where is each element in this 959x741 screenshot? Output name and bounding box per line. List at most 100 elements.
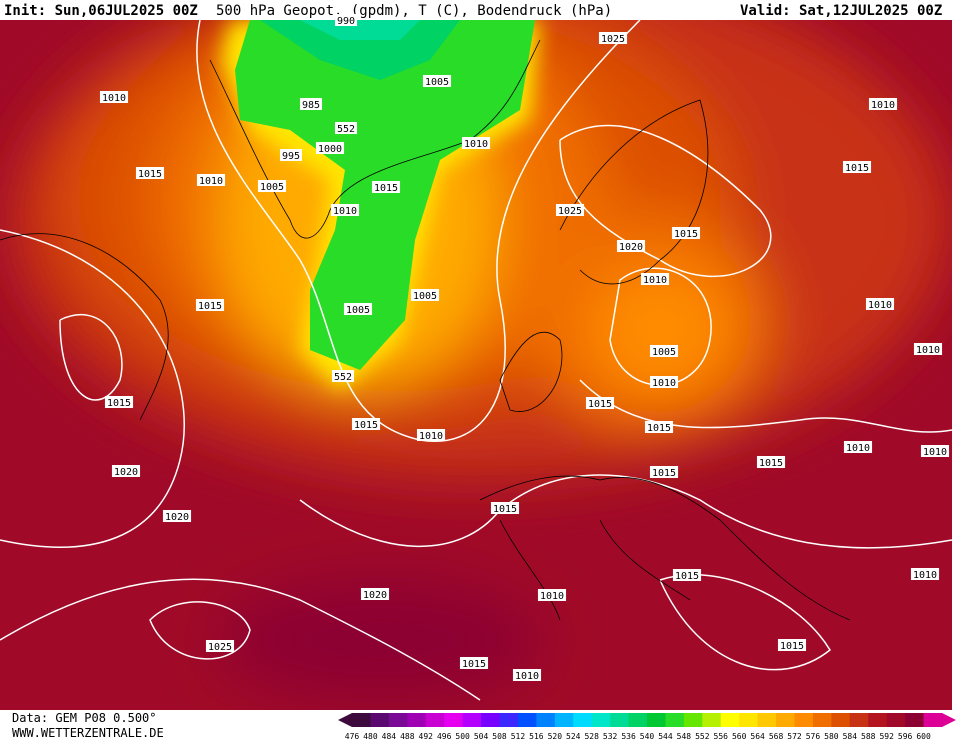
map-field xyxy=(0,20,952,710)
isobar-label: 1010 xyxy=(640,273,670,286)
isobar-label: 1020 xyxy=(162,510,192,523)
scale-label: 520 xyxy=(548,732,563,741)
color-swatch xyxy=(352,713,371,727)
isobar-label: 1005 xyxy=(257,180,287,193)
label-text: 1015 xyxy=(759,458,783,469)
label-box xyxy=(334,122,358,134)
scale-label: 536 xyxy=(621,732,636,741)
label-text: 1010 xyxy=(515,671,539,682)
scale-label: 528 xyxy=(584,732,599,741)
isobar-label: 1005 xyxy=(410,289,440,302)
label-box xyxy=(868,98,898,110)
label-box xyxy=(279,149,303,161)
label-text: 1010 xyxy=(652,378,676,389)
label-text: 1015 xyxy=(198,301,222,312)
label-text: 1005 xyxy=(346,305,370,316)
isobar-label: 552 xyxy=(334,122,358,135)
color-swatch xyxy=(776,713,795,727)
isobar-label: 1025 xyxy=(598,32,628,45)
label-box xyxy=(371,181,401,193)
color-swatch xyxy=(720,713,740,727)
scale-label: 544 xyxy=(658,732,673,741)
isobar-label: 1020 xyxy=(616,240,646,253)
label-box xyxy=(360,588,390,600)
label-box xyxy=(756,456,786,468)
color-scale: 476 480 484 488 492 496 500 504 508 512 516 520 524 5… xyxy=(338,713,956,741)
color-swatch xyxy=(425,713,445,727)
scale-label: 596 xyxy=(898,732,913,741)
label-box xyxy=(461,137,491,149)
label-text: 1015 xyxy=(374,183,398,194)
label-text: 552 xyxy=(337,124,355,135)
label-text: 1020 xyxy=(363,590,387,601)
label-box xyxy=(331,370,355,382)
isobar-label: 1010 xyxy=(868,98,898,111)
scale-label: 540 xyxy=(640,732,655,741)
isobar-label: 1015 xyxy=(135,167,165,180)
scale-label: 576 xyxy=(806,732,821,741)
isobar-label: 1010 xyxy=(913,343,943,356)
isobar-label: 1010 xyxy=(461,137,491,150)
isobar-label: 1015 xyxy=(671,227,701,240)
color-swatch xyxy=(444,713,464,727)
label-text: 1015 xyxy=(652,468,676,479)
label-box xyxy=(598,32,628,44)
label-text: 1015 xyxy=(647,423,671,434)
label-box xyxy=(422,75,452,87)
color-swatch xyxy=(407,713,427,727)
label-box xyxy=(649,376,679,388)
color-swatch xyxy=(831,713,851,727)
header-bar xyxy=(0,0,959,20)
label-text: 1010 xyxy=(846,443,870,454)
isobar-label: 990 xyxy=(334,14,358,27)
label-box xyxy=(351,418,381,430)
label-box xyxy=(315,142,345,154)
label-box xyxy=(640,273,670,285)
data-source: Data: GEM P08 0.500° xyxy=(12,711,157,725)
label-box xyxy=(343,303,373,315)
label-box xyxy=(842,161,872,173)
scale-label: 480 xyxy=(363,732,378,741)
init-time: Init: Sun,06JUL2025 00Z xyxy=(4,3,198,19)
label-box xyxy=(555,204,585,216)
label-text: 1010 xyxy=(913,570,937,581)
label-box xyxy=(843,441,873,453)
label-box xyxy=(195,299,225,311)
isobar-label: 1015 xyxy=(371,181,401,194)
label-box xyxy=(649,466,679,478)
color-swatch xyxy=(462,713,482,727)
scale-label: 572 xyxy=(787,732,802,741)
color-swatch xyxy=(370,713,390,727)
map-title: 500 hPa Geopot. (gpdm), T (C), Bodendruc… xyxy=(216,3,612,19)
isobar-label: 1010 xyxy=(512,669,542,682)
label-box xyxy=(777,639,807,651)
label-text: 1015 xyxy=(675,571,699,582)
isobar-label: 1010 xyxy=(920,445,950,458)
scale-label: 484 xyxy=(382,732,397,741)
isobar-label: 1010 xyxy=(416,429,446,442)
isobar-label: 1015 xyxy=(649,466,679,479)
color-swatch xyxy=(886,713,906,727)
isobar-label: 1015 xyxy=(756,456,786,469)
isobar-label: 1015 xyxy=(490,502,520,515)
label-box xyxy=(490,502,520,514)
isobar-labels: 990 1025 1010 1005 1010 985 552 1000 995 1010 1015… xyxy=(99,14,950,682)
isobar-label: 1015 xyxy=(672,569,702,582)
scale-label: 488 xyxy=(400,732,415,741)
color-swatch xyxy=(499,713,519,727)
label-box xyxy=(257,180,287,192)
label-text: 1020 xyxy=(165,512,189,523)
isobar-label: 1015 xyxy=(351,418,381,431)
scale-label: 548 xyxy=(677,732,692,741)
label-box xyxy=(334,14,358,26)
label-text: 1025 xyxy=(601,34,625,45)
label-box xyxy=(537,589,567,601)
label-box xyxy=(205,640,235,652)
scale-label: 500 xyxy=(455,732,470,741)
label-text: 1010 xyxy=(419,431,443,442)
scale-label: 592 xyxy=(879,732,894,741)
isobar-label: 1015 xyxy=(104,396,134,409)
label-box xyxy=(299,98,323,110)
label-text: 990 xyxy=(337,16,355,27)
